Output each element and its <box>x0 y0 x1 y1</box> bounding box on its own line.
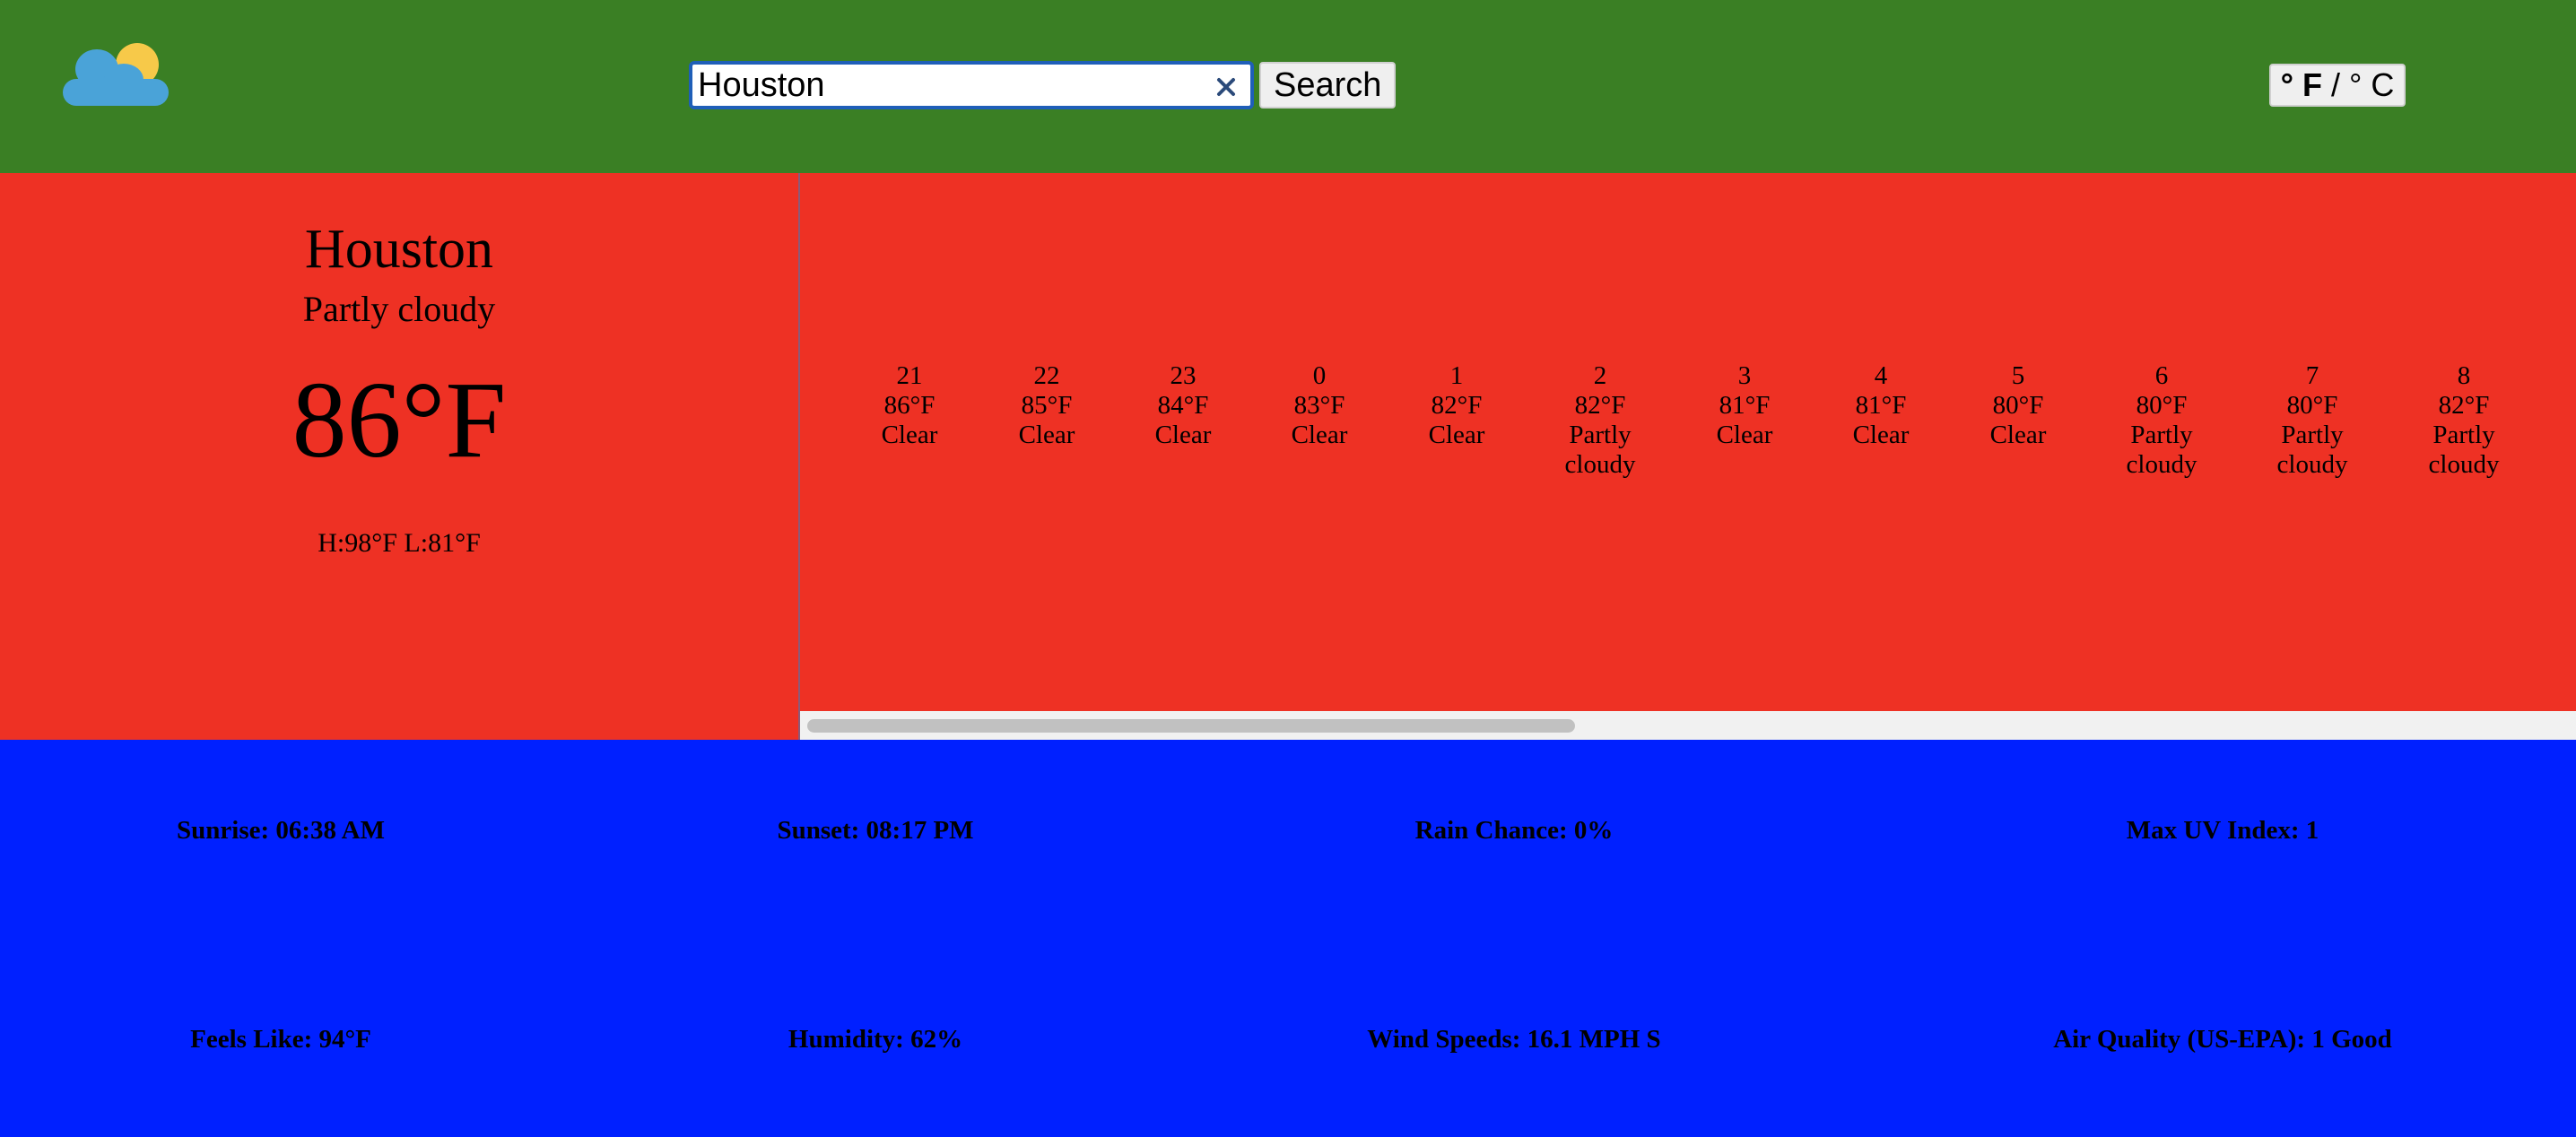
rain-chance-info: Rain Chance: 0% <box>1414 816 1614 845</box>
hourly-temp: 82°F <box>1431 391 1483 420</box>
air-quality-info: Air Quality (US-EPA): 1 Good <box>2053 1025 2392 1054</box>
hourly-item: 23 84°F Clear <box>1116 361 1250 450</box>
hourly-temp: 86°F <box>883 391 936 420</box>
hourly-temp: 82°F <box>1574 391 1626 420</box>
hourly-hour: 6 <box>2154 361 2169 390</box>
hourly-condition: Partly cloudy <box>1564 421 1636 479</box>
header-bar: Search ° F / ° C <box>0 0 2576 173</box>
hourly-condition: Clear <box>1716 421 1773 449</box>
clear-search-button[interactable] <box>1209 70 1243 104</box>
current-condition: Partly cloudy <box>302 289 496 329</box>
hourly-item: 3 81°F Clear <box>1677 361 1812 450</box>
search-form: Search <box>689 61 1397 109</box>
hourly-item: 6 80°F Partly cloudy <box>2094 361 2229 480</box>
hourly-item: 2 82°F Partly cloudy <box>1533 361 1667 480</box>
hourly-hour: 3 <box>1737 361 1752 390</box>
hourly-temp: 83°F <box>1293 391 1345 420</box>
hourly-hour: 2 <box>1593 361 1607 390</box>
unit-toggle-button[interactable]: ° F / ° C <box>2269 64 2406 107</box>
hourly-temp: 85°F <box>1021 391 1073 420</box>
weather-details-panel: Sunrise: 06:38 AM Sunset: 08:17 PM Rain … <box>0 740 2576 1137</box>
hourly-hour: 0 <box>1312 361 1327 390</box>
hourly-item: 4 81°F Clear <box>1814 361 1948 450</box>
hourly-forecast[interactable]: 21 86°F Clear 22 85°F Clear 23 84°F Clear 0 83°F Cl… <box>800 173 2576 740</box>
search-input[interactable] <box>692 65 1250 106</box>
hourly-condition: Partly cloudy <box>2126 421 2197 479</box>
hourly-hour: 23 <box>1170 361 1197 390</box>
close-icon <box>1217 78 1235 96</box>
hourly-item: 0 83°F Clear <box>1252 361 1387 450</box>
hourly-condition: Clear <box>1989 421 2047 449</box>
hourly-item: 8 82°F Partly cloudy <box>2397 361 2531 480</box>
wind-info: Wind Speeds: 16.1 MPH S <box>1367 1025 1661 1054</box>
hourly-temp: 80°F <box>1992 391 2044 420</box>
sunrise-info: Sunrise: 06:38 AM <box>177 816 385 845</box>
humidity-info: Humidity: 62% <box>788 1025 963 1054</box>
hourly-condition: Partly cloudy <box>2276 421 2348 479</box>
city-name: Houston <box>304 219 494 280</box>
hourly-condition: Clear <box>1018 421 1075 449</box>
hourly-hour: 5 <box>2011 361 2025 390</box>
hourly-condition: Clear <box>1852 421 1910 449</box>
partly-cloudy-icon <box>63 43 169 106</box>
hourly-condition: Clear <box>1428 421 1485 449</box>
scrollbar-thumb[interactable] <box>807 719 1575 733</box>
hourly-temp: 82°F <box>2438 391 2490 420</box>
hourly-hour: 1 <box>1449 361 1464 390</box>
hourly-hour: 8 <box>2457 361 2471 390</box>
hourly-condition: Clear <box>881 421 938 449</box>
unit-fahrenheit: ° F <box>2280 66 2322 103</box>
hourly-temp: 80°F <box>2286 391 2338 420</box>
feels-like-info: Feels Like: 94°F <box>190 1025 371 1054</box>
hourly-hour: 21 <box>896 361 923 390</box>
hourly-temp: 81°F <box>1719 391 1771 420</box>
hourly-temp: 80°F <box>2136 391 2188 420</box>
hourly-temp: 84°F <box>1157 391 1209 420</box>
high-low-temperature: H:98°F L:81°F <box>318 528 481 558</box>
hourly-hour: 4 <box>1874 361 1888 390</box>
hourly-condition: Clear <box>1154 421 1212 449</box>
hourly-item: 7 80°F Partly cloudy <box>2245 361 2380 480</box>
search-button[interactable]: Search <box>1259 62 1397 108</box>
search-box <box>689 61 1254 109</box>
hourly-condition: Partly cloudy <box>2428 421 2500 479</box>
current-temperature: 86°F <box>292 360 507 481</box>
hourly-hour: 22 <box>1033 361 1060 390</box>
hourly-item: 1 82°F Clear <box>1389 361 1524 450</box>
hourly-condition: Clear <box>1291 421 1348 449</box>
hourly-item: 22 85°F Clear <box>979 361 1114 450</box>
hourly-item: 5 80°F Clear <box>1951 361 2085 450</box>
hourly-hour: 7 <box>2305 361 2319 390</box>
current-weather-panel: Houston Partly cloudy 86°F H:98°F L:81°F <box>0 173 800 740</box>
hourly-temp: 81°F <box>1855 391 1907 420</box>
sunset-info: Sunset: 08:17 PM <box>777 816 974 845</box>
hourly-scrollbar[interactable] <box>800 711 2576 740</box>
max-uv-info: Max UV Index: 1 <box>2126 816 2319 845</box>
unit-celsius: ° C <box>2349 66 2395 103</box>
hourly-item: 21 86°F Clear <box>842 361 977 450</box>
unit-separator: / <box>2330 66 2340 103</box>
